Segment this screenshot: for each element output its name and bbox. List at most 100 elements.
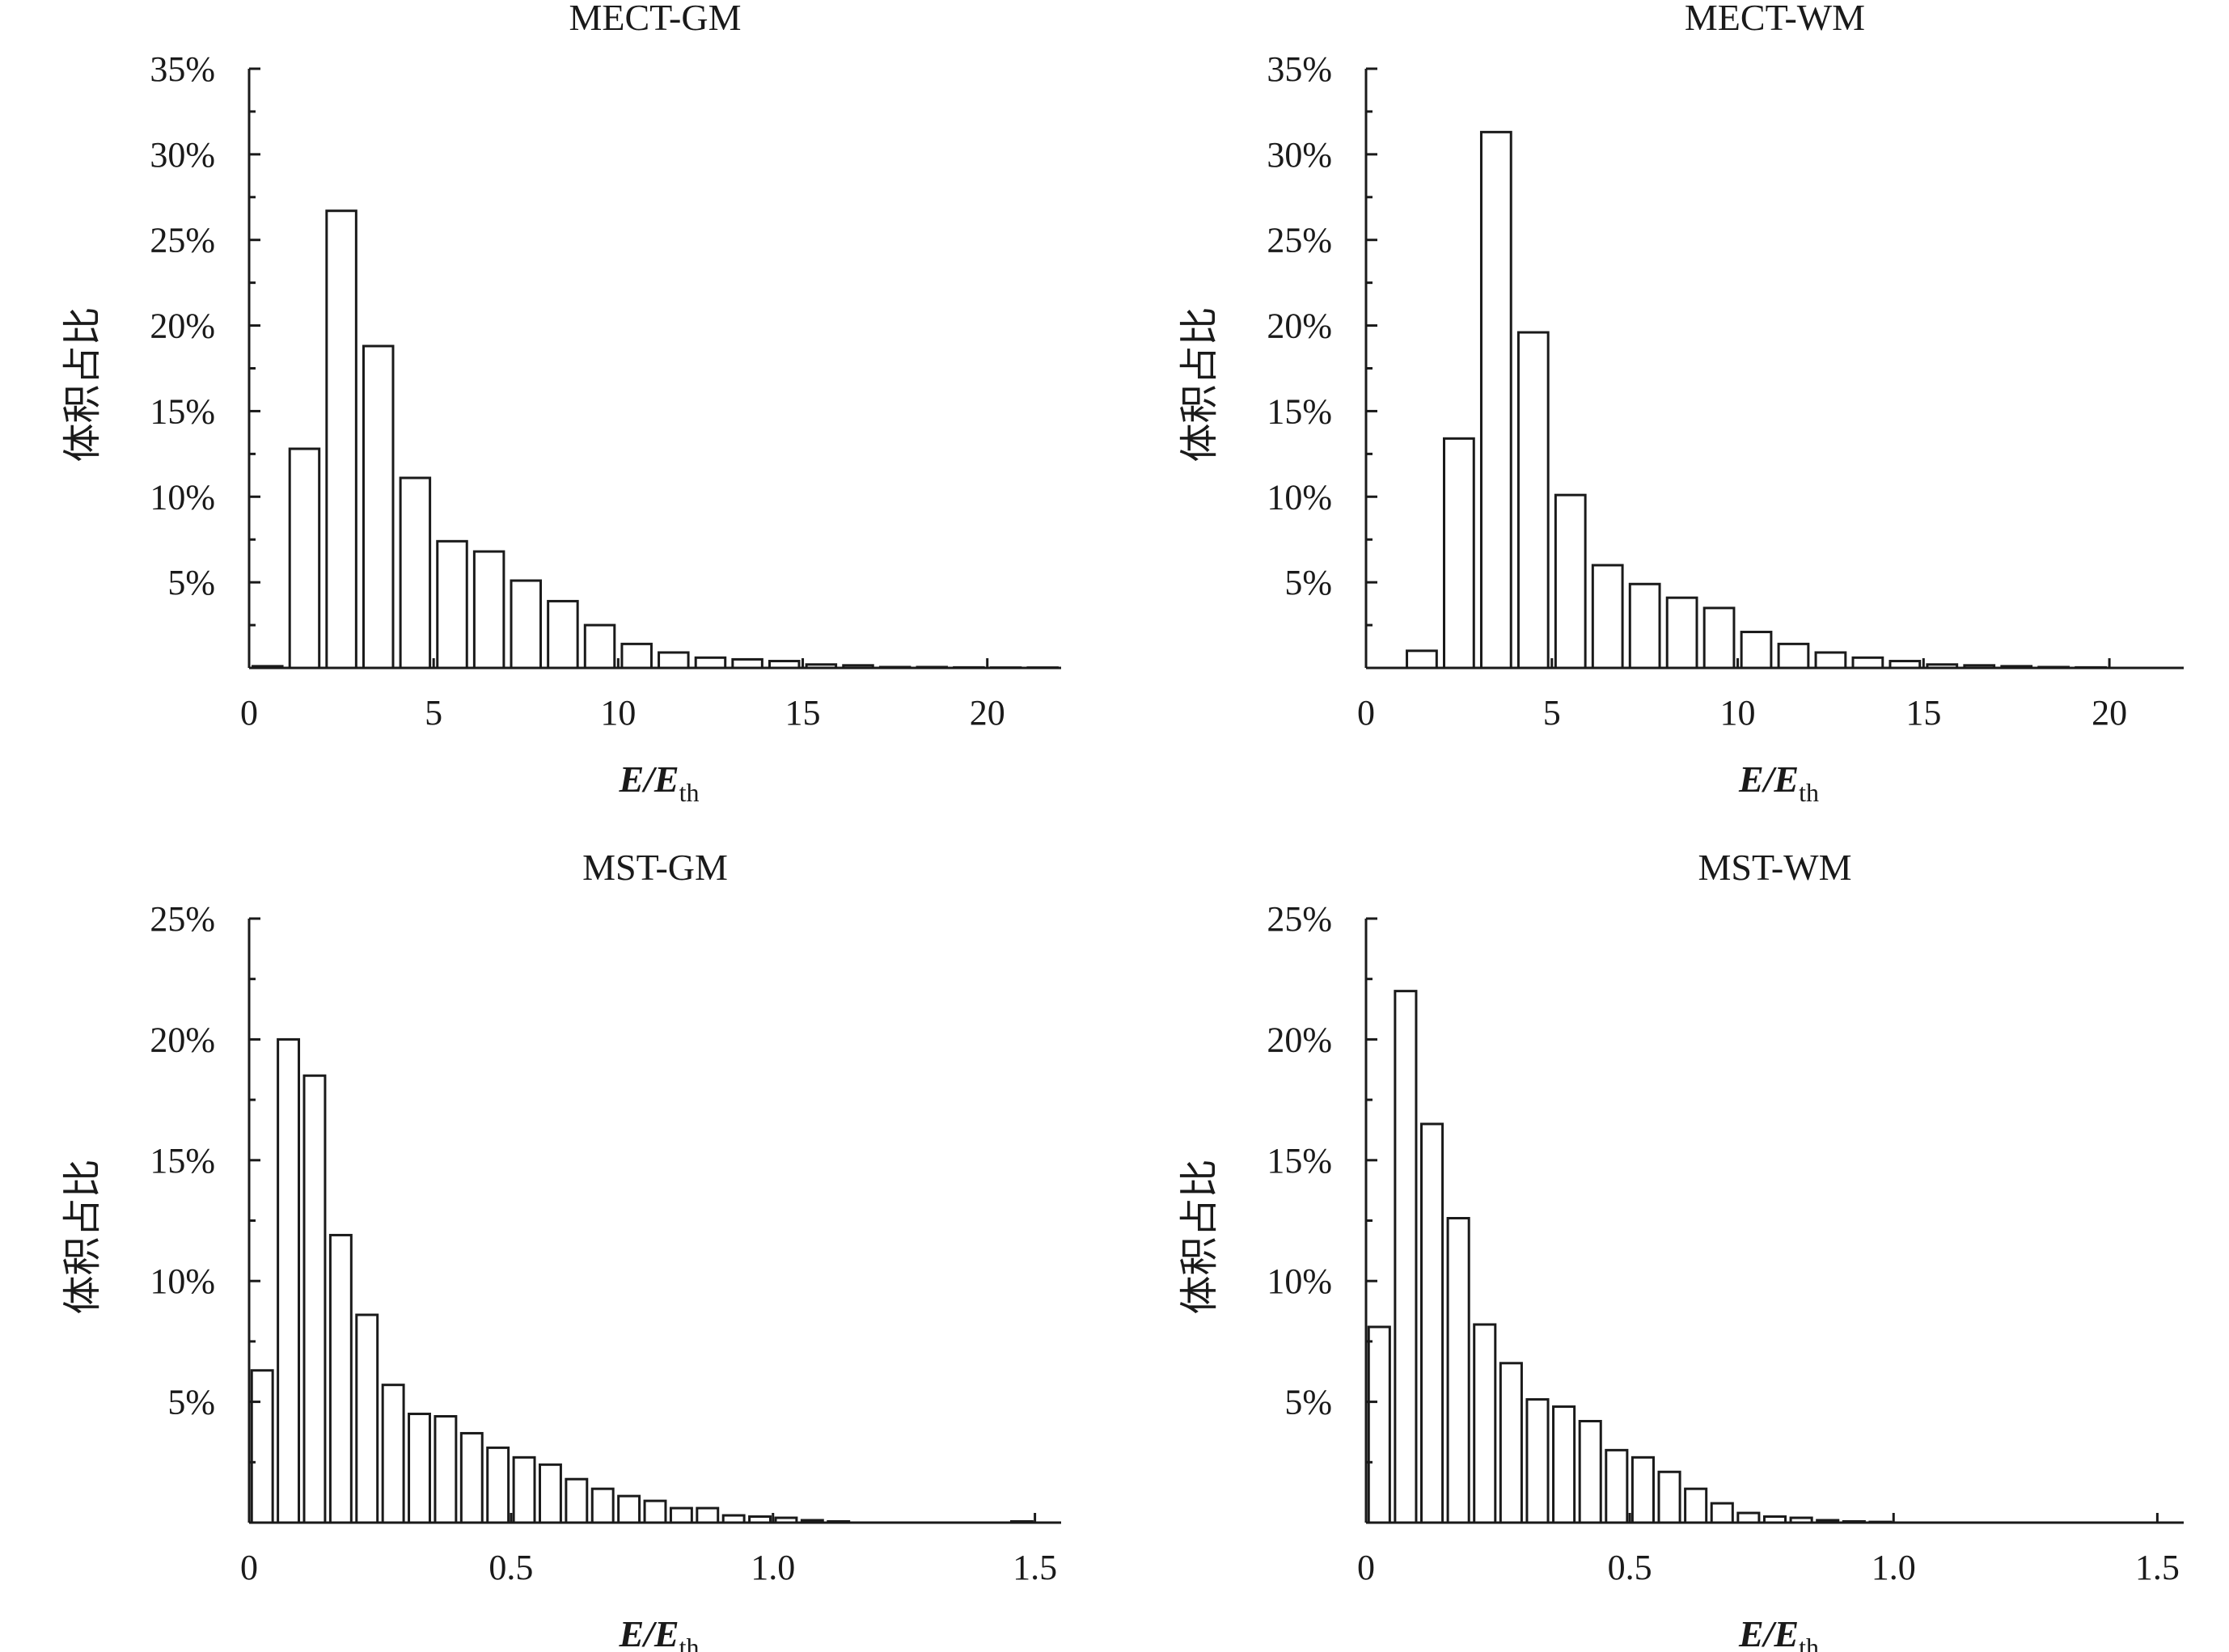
bar [434,1415,458,1524]
bar [1443,437,1475,670]
bar [510,579,543,670]
y-tick-label: 5% [1284,563,1332,602]
bar [399,476,432,670]
bar [1525,1398,1550,1524]
bar [381,1384,405,1524]
bar [1702,606,1736,670]
x-tick-label: 5 [1543,693,1561,733]
chart-panel-4: MST-WM 5% 10% 15% 20% 25% 0 0.5 1.0 1.5 E/Eth 体积占比 [1177,847,2184,1652]
y-tick-label: 25% [150,899,215,939]
bar [362,344,395,670]
bar [1516,331,1550,670]
x-tick-label: 15 [785,693,821,733]
x-tick-label: 10 [600,693,636,733]
y-tick-label: 5% [167,563,215,602]
y-tick-label: 15% [150,391,215,431]
bar [486,1446,510,1524]
bar [1479,130,1512,670]
y-tick-label: 10% [150,1261,215,1301]
chart-panel-2: MECT-WM 5% 10% 15% 20% 25% 30% 35% 0 5 10 15 20 E/Eth… [1177,0,2184,807]
bar [1710,1502,1734,1524]
bar [1631,1456,1655,1524]
bar [1665,596,1698,670]
y-tick-label: 20% [150,1020,215,1059]
x-axis-title: E/Eth [1738,758,1819,807]
y-tick-label: 10% [150,477,215,517]
x-tick-label: 20 [970,693,1005,733]
bar [1419,1122,1444,1524]
bar [583,623,616,670]
x-tick-label: 5 [425,693,442,733]
x-tick-label: 0 [1357,693,1375,733]
x-axis-title: E/Eth [618,1613,699,1652]
x-tick-label: 0 [240,1548,258,1587]
x-axis-title: E/Eth [1738,1613,1819,1652]
y-tick-label: 10% [1267,477,1332,517]
y-tick-label: 5% [1284,1383,1332,1422]
x-tick-label: 20 [2092,693,2127,733]
bar [565,1477,589,1524]
y-tick-label: 10% [1267,1261,1332,1301]
bar [696,1506,720,1524]
bar [694,656,727,670]
y-tick-label: 25% [1267,221,1332,260]
x-tick-label: 1.5 [2135,1548,2180,1587]
bar [1367,1325,1391,1524]
y-tick-label: 30% [1267,135,1332,175]
bar [302,1074,327,1524]
bar [1446,1217,1470,1524]
y-axis-title: 体积占比 [1177,306,1222,462]
bar [1499,1362,1523,1524]
bar [1814,651,1847,670]
bar [1591,564,1624,670]
y-axis-title: 体积占比 [60,306,105,462]
bar [1578,1420,1602,1524]
bar [1736,1511,1761,1524]
y-tick-label: 15% [1267,391,1332,431]
chart-title: MECT-WM [1685,0,1865,38]
bar [669,1506,693,1524]
bar [355,1313,379,1524]
y-tick-label: 15% [1267,1141,1332,1181]
bar [1473,1323,1497,1524]
bar [250,1369,274,1524]
bar [288,447,321,670]
x-tick-label: 0.5 [489,1548,533,1587]
chart-title: MECT-GM [569,0,742,38]
bar [620,642,653,670]
y-tick-label: 20% [150,306,215,346]
bar [1605,1448,1629,1524]
bar [436,539,468,670]
bar [472,550,505,670]
bar [1740,631,1773,670]
y-tick-label: 25% [150,221,215,260]
bar [1777,642,1810,670]
bar [731,657,763,670]
y-tick-label: 20% [1267,1020,1332,1059]
bar [408,1413,431,1524]
y-tick-label: 15% [150,1141,215,1181]
bar [538,1463,562,1524]
y-tick-label: 5% [167,1383,215,1422]
y-tick-label: 25% [1267,899,1332,939]
bar [1657,1470,1681,1524]
x-tick-label: 10 [1720,693,1756,733]
x-tick-label: 0 [240,693,258,733]
chart-panel-1: MECT-GM 5% 10% 15% 20% 25% 30% 35% 0 5 10 15 20 E/Eth… [60,0,1061,807]
y-axis-title: 体积占比 [60,1159,105,1314]
x-tick-label: 15 [1905,693,1941,733]
bar [1684,1487,1708,1524]
x-tick-label: 0 [1357,1548,1375,1587]
bar [277,1037,301,1524]
bar [1552,1405,1576,1524]
x-tick-label: 1.5 [1013,1548,1057,1587]
bar [1394,990,1418,1524]
chart-panel-3: MST-GM 5% 10% 15% 20% 25% 0 0.5 1.0 1.5 E/Eth 体积占比 [60,847,1061,1652]
chart-title: MST-WM [1698,847,1852,888]
bar [328,1233,353,1524]
x-tick-label: 0.5 [1608,1548,1652,1587]
x-axis-title: E/Eth [618,758,699,807]
bar [1851,656,1884,670]
y-tick-label: 35% [1267,49,1332,89]
